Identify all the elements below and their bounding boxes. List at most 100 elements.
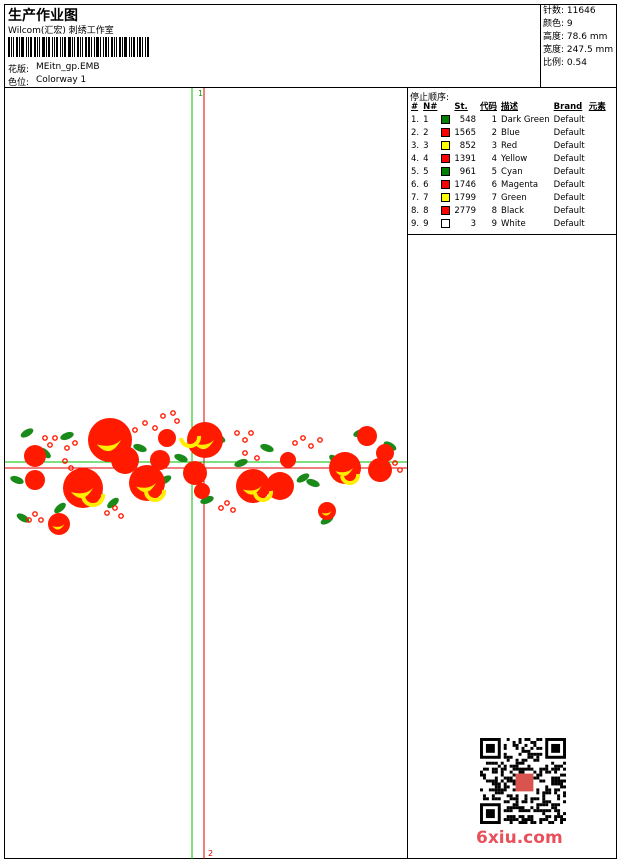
- row-element: [587, 127, 608, 140]
- swatch-icon: [441, 115, 451, 124]
- small-blossom: [234, 430, 240, 436]
- studio-name: Wilcom(汇宏) 刺绣工作室: [8, 26, 114, 36]
- small-blossom: [52, 435, 58, 441]
- small-blossom: [397, 467, 403, 473]
- petal-highlight: [194, 440, 214, 450]
- table-row: 6. 6 1746 6 Magenta Default: [409, 179, 608, 192]
- row-stitches: 961: [459, 167, 477, 177]
- small-blossom: [118, 513, 124, 519]
- rose: [236, 469, 270, 503]
- color-swatch: [439, 205, 452, 218]
- small-blossom: [160, 413, 166, 419]
- col-code: 代码: [480, 102, 498, 112]
- stat-scale: 比例: 0.54: [543, 58, 587, 68]
- color-swatch: [439, 218, 452, 231]
- leaf: [234, 458, 248, 468]
- row-num: 9.: [411, 219, 420, 229]
- watermark-logo: 6xiu.com: [476, 828, 563, 848]
- design-label: 花版:: [8, 65, 30, 75]
- petal-highlight: [96, 440, 121, 452]
- rose: [318, 502, 336, 520]
- swatch-icon: [441, 141, 451, 150]
- color-swatch: [439, 166, 452, 179]
- rose: [357, 426, 377, 446]
- rose: [25, 470, 45, 490]
- small-blossom: [62, 458, 68, 464]
- row-stitches: 1799: [454, 193, 477, 203]
- small-blossom: [242, 450, 248, 456]
- small-blossom: [224, 500, 230, 506]
- leaf: [133, 443, 147, 453]
- col-element: 元素: [588, 102, 606, 112]
- small-blossom: [230, 507, 236, 513]
- rose: [150, 450, 170, 470]
- rose: [63, 468, 103, 508]
- row-brand: Default: [553, 115, 585, 125]
- small-blossom: [64, 445, 70, 451]
- row-code: 8: [491, 206, 498, 216]
- row-element: [587, 192, 608, 205]
- petal-highlight: [321, 511, 332, 516]
- row-code: 7: [491, 193, 498, 203]
- color-swatch: [439, 179, 452, 192]
- row-stitches: 1746: [454, 180, 477, 190]
- yellow-swirl: [253, 490, 274, 503]
- small-blossom: [242, 437, 248, 443]
- rose: [368, 458, 392, 482]
- row-n: 8: [423, 206, 429, 216]
- row-num: 2.: [411, 128, 420, 138]
- table-divider: [407, 234, 617, 235]
- row-stitches: 548: [459, 115, 477, 125]
- color-swatch: [439, 127, 452, 140]
- row-n: 3: [423, 141, 429, 151]
- row-brand: Default: [553, 219, 585, 229]
- page-title: 生产作业图: [8, 8, 78, 24]
- design-canvas: 1 2: [5, 88, 407, 859]
- row-num: 8.: [411, 206, 420, 216]
- rose: [158, 429, 176, 447]
- rose: [183, 461, 207, 485]
- table-row: 8. 8 2779 8 Black Default: [409, 205, 608, 218]
- small-blossom: [152, 425, 158, 431]
- sheet-frame: [4, 4, 617, 859]
- row-num: 3.: [411, 141, 420, 151]
- row-n: 4: [423, 154, 429, 164]
- row-n: 2: [423, 128, 429, 138]
- stat-height: 高度: 78.6 mm: [543, 32, 608, 42]
- small-blossom: [72, 440, 78, 446]
- small-blossom: [292, 440, 298, 446]
- leaf: [20, 428, 34, 438]
- row-desc: Black: [501, 206, 525, 216]
- rose: [329, 452, 361, 484]
- table-row: 4. 4 1391 4 Yellow Default: [409, 153, 608, 166]
- col-swatch: [439, 101, 452, 114]
- color-swatch: [439, 114, 452, 127]
- color-swatch: [439, 140, 452, 153]
- small-blossom: [317, 437, 323, 443]
- row-element: [587, 179, 608, 192]
- row-brand: Default: [553, 180, 585, 190]
- swatch-icon: [441, 180, 451, 189]
- rose: [48, 513, 70, 535]
- row-stitches: 3: [470, 219, 477, 229]
- col-brand: Brand: [553, 102, 583, 112]
- col-desc: 描述: [501, 102, 519, 112]
- small-blossom: [47, 442, 53, 448]
- small-blossom: [68, 465, 74, 471]
- small-blossom: [26, 517, 32, 523]
- row-code: 6: [491, 180, 498, 190]
- row-n: 5: [423, 167, 429, 177]
- row-desc: Dark Green: [501, 115, 550, 125]
- stats-divider: [540, 4, 541, 88]
- stat-stitches: 针数: 11646: [543, 6, 596, 16]
- rose: [187, 422, 223, 458]
- guide-label-red: 2: [208, 849, 213, 858]
- col-n: N#: [423, 102, 438, 112]
- color-swatch: [439, 153, 452, 166]
- guide-label-green: 1: [198, 89, 203, 98]
- rose: [194, 483, 210, 499]
- stats-panel: 针数: 11646 颜色: 9 高度: 78.6 mm 宽度: 247.5 mm…: [543, 5, 613, 70]
- rose: [129, 465, 165, 501]
- row-desc: Green: [501, 193, 527, 203]
- row-brand: Default: [553, 141, 585, 151]
